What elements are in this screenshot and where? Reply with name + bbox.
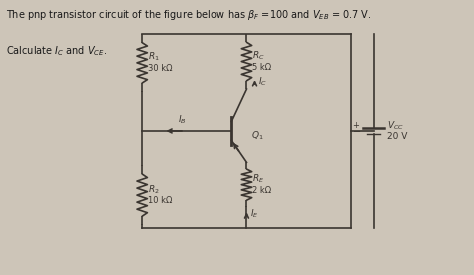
Text: 2 kΩ: 2 kΩ: [252, 186, 271, 195]
Text: Calculate $I_C$ and $V_{CE}$.: Calculate $I_C$ and $V_{CE}$.: [6, 44, 107, 58]
Text: −: −: [353, 127, 361, 137]
Text: $Q_1$: $Q_1$: [251, 130, 264, 142]
Text: The pnp transistor circuit of the figure below has $\beta_F$ =100 and $V_{EB}$ =: The pnp transistor circuit of the figure…: [6, 8, 371, 22]
Text: $R_E$: $R_E$: [252, 173, 264, 185]
Text: 30 kΩ: 30 kΩ: [148, 64, 173, 73]
Text: $I_C$: $I_C$: [258, 76, 267, 88]
Text: 20 V: 20 V: [387, 132, 407, 141]
Text: 5 kΩ: 5 kΩ: [252, 63, 271, 72]
Text: $R_C$: $R_C$: [252, 50, 265, 62]
Text: +: +: [353, 121, 360, 130]
Text: $R_2$: $R_2$: [148, 183, 160, 196]
Text: $R_1$: $R_1$: [148, 51, 160, 63]
Text: $V_{CC}$: $V_{CC}$: [387, 120, 404, 133]
Text: $I_E$: $I_E$: [250, 208, 259, 220]
Text: 10 kΩ: 10 kΩ: [148, 196, 172, 205]
Text: $I_B$: $I_B$: [178, 113, 186, 126]
